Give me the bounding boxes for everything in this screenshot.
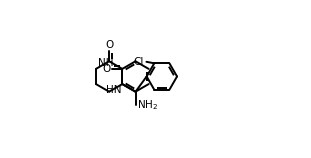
Text: Cl: Cl <box>134 57 144 67</box>
Text: O: O <box>102 64 111 74</box>
Text: NH: NH <box>98 58 113 68</box>
Text: O: O <box>105 40 113 50</box>
Text: HN: HN <box>106 85 121 95</box>
Text: NH$_2$: NH$_2$ <box>137 98 158 112</box>
